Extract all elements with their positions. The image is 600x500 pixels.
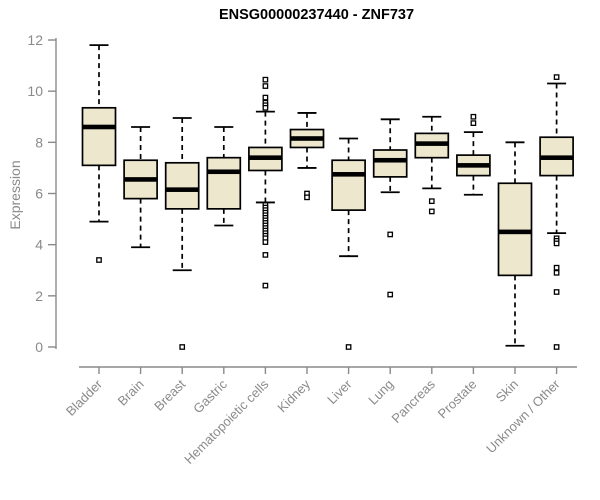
outlier-point: [262, 76, 269, 83]
outlier-point: [179, 344, 186, 350]
outlier-point: [304, 194, 310, 201]
median-line: [415, 141, 449, 146]
outlier-point: [553, 240, 560, 247]
outlier-point: [553, 74, 560, 80]
x-tick-label: Prostate: [435, 377, 480, 422]
iqr-box: [206, 156, 242, 210]
x-tick-label: Pancreas: [388, 376, 438, 426]
x-tick-label: Kidney: [274, 376, 313, 415]
outlier-point: [553, 269, 560, 276]
outlier-point: [553, 344, 560, 350]
y-tick-label: 8: [35, 134, 43, 150]
outlier-point: [387, 231, 394, 238]
outlier-point: [470, 113, 477, 120]
outlier-point: [553, 264, 560, 271]
median-line: [540, 155, 574, 160]
iqr-box: [372, 149, 408, 178]
x-tick-label: Breast: [151, 376, 188, 413]
outlier-point: [428, 198, 435, 205]
median-line: [498, 229, 532, 235]
median-line: [373, 157, 407, 163]
y-tick-label: 10: [27, 83, 43, 99]
x-tick-label: Gastric: [190, 376, 230, 416]
median-line: [290, 136, 324, 141]
chart-title: ENSG00000237440 - ZNF737: [218, 7, 415, 23]
median-line: [248, 155, 282, 160]
y-tick-label: 6: [35, 186, 43, 202]
median-line: [124, 177, 158, 182]
x-tick-label: Skin: [493, 377, 521, 405]
y-axis-label: Expression: [7, 160, 23, 230]
x-tick-label: Bladder: [63, 376, 106, 419]
outlier-point: [262, 83, 269, 89]
outlier-point: [470, 120, 477, 126]
iqr-box: [164, 161, 200, 210]
outlier-point: [387, 291, 394, 298]
iqr-box: [331, 159, 366, 211]
outlier-point: [262, 94, 269, 101]
outlier-point: [262, 104, 269, 111]
outlier-point: [262, 252, 269, 258]
median-line: [165, 187, 199, 192]
x-tick-label: Brain: [115, 377, 147, 409]
outlier-point: [345, 344, 352, 350]
y-tick-label: 12: [27, 32, 43, 48]
x-tick-label: Liver: [324, 376, 355, 407]
median-line: [332, 172, 366, 177]
outlier-point: [428, 208, 435, 215]
outlier-point: [262, 282, 269, 289]
outlier-point: [553, 289, 560, 295]
iqr-box: [497, 182, 533, 277]
median-line: [82, 124, 116, 130]
y-tick-label: 2: [35, 288, 43, 304]
median-line: [456, 163, 490, 168]
median-line: [207, 169, 241, 175]
iqr-box: [81, 106, 117, 167]
outlier-point: [96, 257, 102, 263]
y-tick-label: 4: [35, 237, 43, 253]
x-tick-label: Lung: [365, 377, 396, 408]
x-tick-label: Unknown / Other: [483, 376, 563, 456]
outlier-point: [262, 239, 269, 245]
y-tick-label: 0: [35, 339, 43, 355]
